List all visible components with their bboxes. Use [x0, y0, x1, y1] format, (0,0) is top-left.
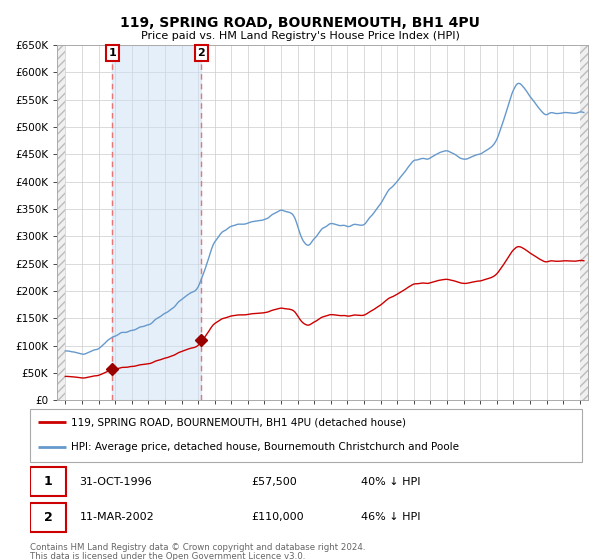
Text: £57,500: £57,500 — [251, 477, 296, 487]
Text: 2: 2 — [44, 511, 53, 524]
Text: 2: 2 — [197, 48, 205, 58]
Text: Price paid vs. HM Land Registry's House Price Index (HPI): Price paid vs. HM Land Registry's House … — [140, 31, 460, 41]
Text: 119, SPRING ROAD, BOURNEMOUTH, BH1 4PU (detached house): 119, SPRING ROAD, BOURNEMOUTH, BH1 4PU (… — [71, 417, 406, 427]
FancyBboxPatch shape — [30, 467, 66, 496]
FancyBboxPatch shape — [30, 503, 66, 532]
Text: 1: 1 — [109, 48, 116, 58]
Text: 1: 1 — [44, 475, 53, 488]
Text: This data is licensed under the Open Government Licence v3.0.: This data is licensed under the Open Gov… — [30, 552, 305, 560]
Text: HPI: Average price, detached house, Bournemouth Christchurch and Poole: HPI: Average price, detached house, Bour… — [71, 442, 460, 452]
Text: £110,000: £110,000 — [251, 512, 304, 522]
Bar — [57, 45, 65, 400]
Text: Contains HM Land Registry data © Crown copyright and database right 2024.: Contains HM Land Registry data © Crown c… — [30, 543, 365, 552]
Text: 46% ↓ HPI: 46% ↓ HPI — [361, 512, 421, 522]
Bar — [580, 45, 588, 400]
Bar — [112, 45, 201, 400]
FancyBboxPatch shape — [30, 409, 582, 462]
Text: 119, SPRING ROAD, BOURNEMOUTH, BH1 4PU: 119, SPRING ROAD, BOURNEMOUTH, BH1 4PU — [120, 16, 480, 30]
Text: 11-MAR-2002: 11-MAR-2002 — [80, 512, 154, 522]
Text: 31-OCT-1996: 31-OCT-1996 — [80, 477, 152, 487]
Text: 40% ↓ HPI: 40% ↓ HPI — [361, 477, 421, 487]
